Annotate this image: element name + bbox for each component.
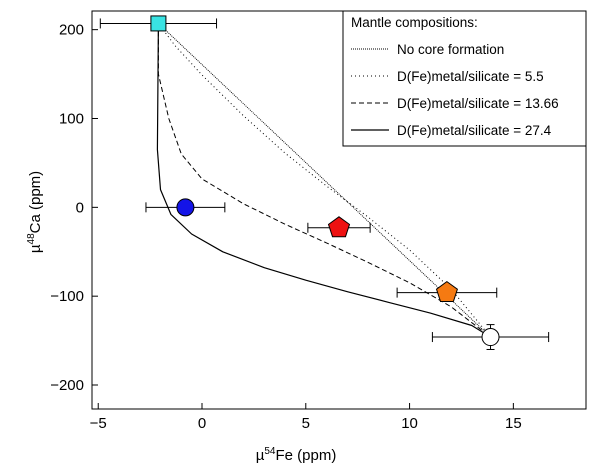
curve-dashed	[157, 23, 491, 338]
curve-dotted	[157, 23, 491, 338]
marker-circle	[481, 328, 500, 347]
y-tick-label: −100	[50, 288, 84, 305]
y-tick-label: 200	[59, 22, 84, 39]
curve-solid	[156, 23, 491, 338]
x-tick-label: −5	[90, 415, 107, 432]
legend-label-5-5: D(Fe)metal/silicate = 5.5	[397, 69, 544, 84]
marker-circle	[176, 198, 195, 217]
x-tick-label: 0	[198, 415, 206, 432]
legend-label-27-4: D(Fe)metal/silicate = 27.4	[397, 123, 552, 138]
curve-dotted-fine	[158, 23, 491, 338]
legend-label-13-66: D(Fe)metal/silicate = 13.66	[397, 96, 559, 111]
y-tick-label: 100	[59, 110, 84, 127]
x-tick-label: 5	[302, 415, 310, 432]
legend-title: Mantle compositions:	[351, 15, 478, 30]
x-tick-label: 15	[505, 415, 522, 432]
legend-box	[342, 10, 587, 147]
y-axis-label: µ48Ca (ppm)	[26, 171, 44, 253]
marker-square	[150, 15, 167, 32]
axis-ticks: −5 0 5 10 15 200 100 0 −100 −200	[50, 22, 521, 432]
data-points	[99, 15, 550, 350]
y-tick-label: 0	[76, 199, 84, 216]
marker-pentagon	[435, 280, 458, 302]
legend-label-no-core: No core formation	[397, 42, 504, 57]
plot-frame	[91, 10, 587, 410]
legend: Mantle compositions: No core formation D…	[342, 10, 587, 147]
x-tick-label: 10	[401, 415, 418, 432]
marker-pentagon	[327, 216, 351, 238]
model-curves	[156, 23, 491, 338]
x-axis-label: µ54Fe (ppm)	[256, 446, 337, 464]
y-tick-label: −200	[50, 377, 84, 394]
